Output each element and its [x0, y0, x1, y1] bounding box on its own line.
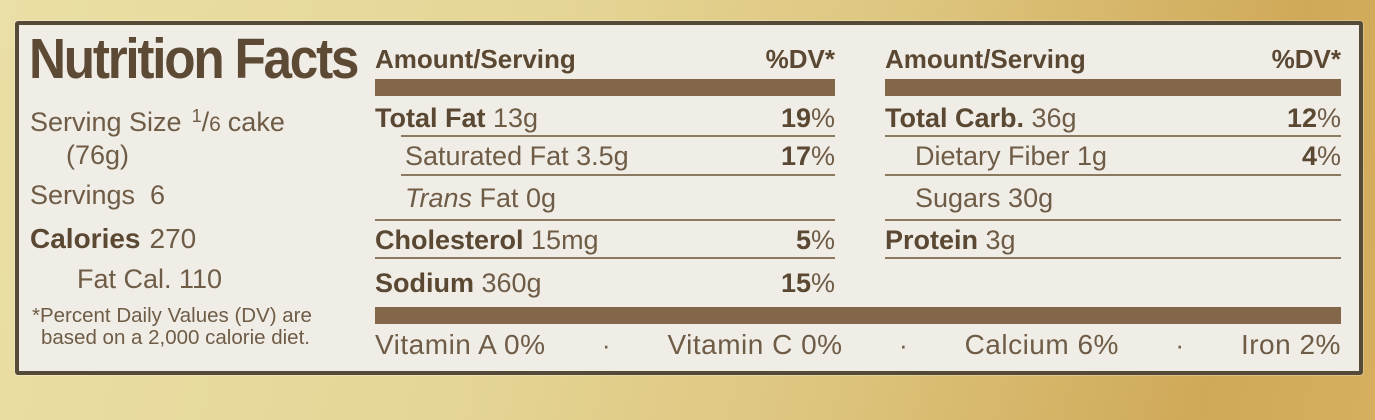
- column-header: Amount/Serving %DV*: [885, 46, 1341, 72]
- nutrient-label: Protein: [885, 224, 979, 255]
- vitamin-a-value: Vitamin A 0%: [375, 329, 546, 360]
- nutrient-name: Total Fat 13g: [375, 102, 539, 133]
- fat-calories-line: Fat Cal. 110: [77, 264, 223, 294]
- nutrient-amount: Fat 0g: [472, 183, 557, 213]
- serving-unit: cake: [227, 107, 285, 137]
- row-protein: Protein 3g: [885, 221, 1341, 259]
- nutrition-facts-label: Nutrition Facts Serving Size 1/6 cake (76g…: [15, 21, 1363, 375]
- dv-header: %DV*: [765, 44, 835, 74]
- hairline-rule: [885, 135, 1341, 137]
- calories-value: 270: [149, 223, 197, 254]
- hairline-rule: [401, 174, 835, 176]
- nutrient-name: Total Carb. 36g: [885, 102, 1077, 133]
- row-cholesterol: Cholesterol 15mg 5%: [375, 221, 835, 259]
- servings-value: 6: [150, 180, 166, 210]
- daily-value: 5%: [795, 224, 835, 255]
- hairline-rule: [885, 219, 1341, 221]
- thick-divider-bar: [375, 79, 835, 96]
- nutrient-label: Total Fat: [375, 102, 486, 133]
- row-dietary-fiber: Dietary Fiber 1g 4%: [885, 137, 1341, 176]
- nutrient-column-fat-sodium: Amount/Serving %DV* Total Fat 13g 19% Sa…: [375, 25, 835, 371]
- row-trans-fat: Trans Fat 0g: [375, 176, 835, 221]
- fraction-numerator: 1: [191, 106, 202, 126]
- iron-value: Iron 2%: [1240, 329, 1341, 360]
- thick-divider-bar: [885, 79, 1341, 96]
- hairline-rule: [885, 174, 1341, 176]
- hairline-rule: [401, 135, 835, 137]
- row-sodium: Sodium 360g 15%: [375, 259, 835, 307]
- row-sugars: Sugars 30g: [885, 176, 1341, 221]
- servings-line: Servings 6: [30, 180, 166, 211]
- nutrient-name: Protein 3g: [885, 224, 1016, 255]
- nutrient-amount: 36g: [1024, 102, 1077, 133]
- nutrient-name: Cholesterol 15mg: [375, 224, 599, 255]
- calcium-value: Calcium 6%: [964, 329, 1119, 360]
- calories-label: Calories: [30, 223, 141, 254]
- daily-value: 12%: [1286, 102, 1341, 133]
- dv-header: %DV*: [1271, 44, 1341, 74]
- nutrient-amount: Dietary Fiber 1g: [915, 141, 1108, 171]
- fraction-denominator: 6: [209, 113, 221, 136]
- serving-size-fraction: 1/6: [191, 106, 221, 137]
- hairline-rule: [885, 257, 1341, 259]
- daily-value: 19%: [780, 102, 835, 133]
- calories-line: Calories 270: [30, 223, 197, 255]
- dv-footnote-line1: *Percent Daily Values (DV) are: [32, 304, 312, 327]
- nutrient-amount: 13g: [485, 102, 539, 133]
- dot-separator: ·: [601, 329, 612, 360]
- servings-label: Servings: [30, 180, 136, 210]
- micronutrients-row: Vitamin A 0% · Vitamin C 0% · Calcium 6%…: [375, 327, 1341, 363]
- thick-divider-bar-bottom: [375, 307, 1341, 324]
- serving-size-label: Serving Size: [30, 107, 182, 137]
- dot-separator: ·: [898, 329, 909, 360]
- nutrient-name: Sodium 360g: [375, 267, 542, 298]
- nutrient-amount: Saturated Fat 3.5g: [405, 141, 629, 171]
- nutrient-name: Trans Fat 0g: [375, 185, 556, 212]
- dv-footnote-line2: based on a 2,000 calorie diet.: [41, 326, 310, 349]
- dot-separator: ·: [1175, 329, 1185, 360]
- nutrient-amount: 360g: [474, 267, 542, 298]
- amount-serving-header: Amount/Serving: [375, 44, 576, 74]
- nutrient-amount: 15mg: [523, 224, 599, 255]
- nutrition-facts-title: Nutrition Facts: [29, 27, 359, 91]
- amount-serving-header: Amount/Serving: [885, 44, 1086, 74]
- serving-weight: (76g): [66, 140, 130, 170]
- daily-value: 4%: [1301, 141, 1341, 171]
- nutrient-label: Trans: [405, 183, 473, 213]
- nutrient-amount: Sugars 30g: [915, 183, 1054, 213]
- daily-value: 17%: [780, 141, 835, 171]
- nutrient-name: Sugars 30g: [885, 185, 1053, 212]
- fraction-slash: /: [201, 107, 210, 137]
- hairline-rule: [375, 257, 835, 259]
- row-total-carb: Total Carb. 36g 12%: [885, 99, 1341, 137]
- hairline-rule: [375, 219, 835, 221]
- column-header: Amount/Serving %DV*: [375, 46, 835, 72]
- nutrient-name: Dietary Fiber 1g: [885, 143, 1107, 170]
- nutrient-label: Cholesterol: [375, 224, 524, 255]
- vitamin-c-value: Vitamin C 0%: [667, 329, 843, 360]
- nutrient-name: Saturated Fat 3.5g: [375, 143, 629, 170]
- serving-size-line: Serving Size 1/6 cake: [30, 106, 285, 138]
- nutrient-amount: 3g: [978, 224, 1016, 255]
- dv-footnote: *Percent Daily Values (DV) are based on …: [32, 305, 312, 349]
- row-saturated-fat: Saturated Fat 3.5g 17%: [375, 137, 835, 176]
- nutrient-label: Sodium: [375, 267, 474, 298]
- nutrient-label: Total Carb.: [885, 102, 1025, 133]
- row-total-fat: Total Fat 13g 19%: [375, 99, 835, 137]
- daily-value: 15%: [780, 267, 835, 298]
- nutrient-column-carb-protein: Amount/Serving %DV* Total Carb. 36g 12% …: [885, 25, 1341, 371]
